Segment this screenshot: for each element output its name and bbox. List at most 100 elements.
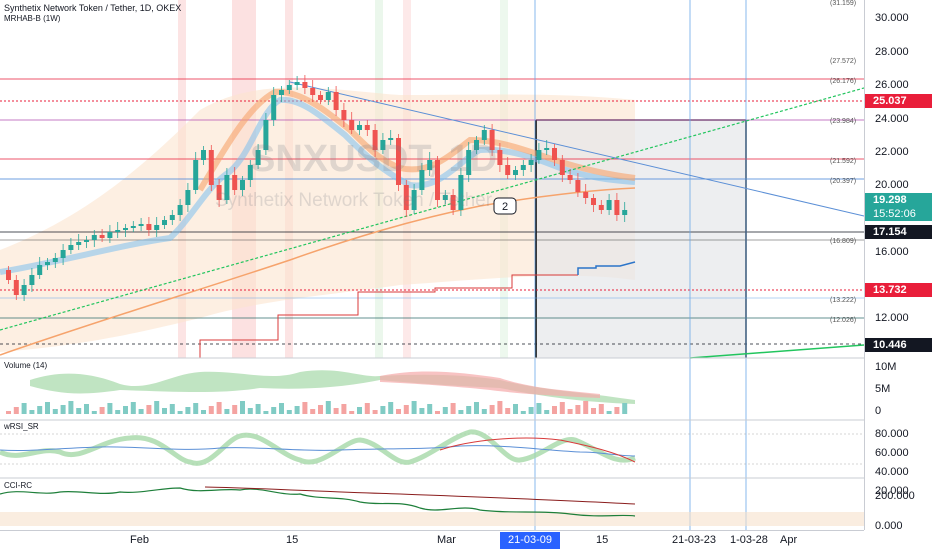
cci-line [0, 487, 636, 517]
volume-bar [240, 401, 245, 414]
volume-bar [91, 411, 97, 414]
volume-bar [185, 407, 191, 414]
candle-body [294, 82, 300, 85]
volume-bar [263, 411, 269, 414]
time-tag: 1-03-28 [730, 534, 768, 546]
time-label: Mar [437, 534, 456, 546]
chart-canvas[interactable]: 2 [0, 0, 864, 530]
moving-average-orange [0, 187, 636, 356]
candle-body [138, 224, 144, 226]
candle-body [442, 195, 448, 200]
cci-pane-label[interactable]: CCI-RC [4, 481, 32, 490]
candle-body [279, 90, 284, 95]
candle-body [333, 92, 339, 110]
volume-bar [497, 401, 503, 414]
volume-bar [115, 410, 121, 414]
candle-body [263, 120, 269, 150]
volume-bar [442, 407, 448, 414]
candle-body [169, 215, 175, 220]
fib-label: (31.159) [830, 0, 857, 7]
time-tag-selected: 21-03-09 [500, 532, 561, 549]
candle-body [91, 235, 97, 240]
volume-bar [193, 403, 199, 414]
indicator-legend[interactable]: MRHAB-B (1W) [4, 14, 61, 23]
volume-bar [13, 407, 19, 414]
volume-bar [279, 403, 284, 414]
candle-body [536, 150, 542, 160]
candle-body [286, 85, 292, 90]
chart-area[interactable]: 2 Synthetix Network Token / Tether, 1D, … [0, 0, 864, 530]
volume-bar [435, 411, 440, 414]
fib-label: (23.984) [830, 118, 857, 125]
candle-body [458, 175, 464, 210]
volume-bar [154, 401, 160, 414]
volume-bar [349, 411, 355, 414]
volume-bar [107, 403, 113, 414]
volume-oscillator-area [30, 370, 635, 404]
price-tick: 20.000 [875, 179, 909, 191]
volume-tick: 10M [875, 361, 897, 373]
fib-label: (16.809) [830, 238, 857, 245]
candle-body [193, 160, 199, 190]
candlestick-series [6, 75, 628, 301]
volume-pane-label[interactable]: Volume (14) [4, 361, 48, 370]
volume-bar [513, 404, 518, 414]
volume-bar [505, 408, 511, 414]
candle-body [224, 175, 230, 200]
volume-bar [622, 403, 628, 414]
time-axis[interactable]: Feb 15 Mar 15 Apr 21-03-09 21-03-23 1-03… [0, 530, 864, 551]
volume-bar [380, 406, 386, 414]
volume-bar [177, 411, 183, 414]
candle-body [427, 160, 433, 170]
volume-bar [232, 405, 238, 414]
volume-bar [123, 406, 128, 414]
volume-bar [37, 406, 43, 414]
volume-bar [60, 405, 66, 414]
candle-body [99, 235, 105, 238]
volume-bar [6, 411, 11, 414]
fib-label: (26.176) [830, 78, 857, 85]
volume-bar [520, 411, 526, 414]
candle-body [216, 185, 222, 200]
cci-tick: 200.000 [875, 490, 915, 502]
candle-body [45, 262, 50, 265]
candle-body [411, 190, 417, 210]
volume-bar [286, 410, 292, 414]
stepped-red-line [199, 274, 578, 358]
volume-bar [411, 401, 417, 414]
candle-body [372, 130, 378, 150]
time-label: 15 [596, 534, 609, 546]
price-tag-support: 13.732 [865, 283, 932, 297]
candle-body [123, 228, 128, 230]
price-axis[interactable]: 30.000 28.000 26.000 24.000 22.000 20.00… [864, 0, 932, 532]
candle-body [505, 165, 511, 175]
candle-body [271, 95, 277, 120]
candle-body [130, 226, 136, 228]
candle-body [435, 160, 440, 200]
volume-bar [271, 407, 277, 414]
candle-body [29, 275, 35, 285]
fib-label: (12.026) [830, 317, 857, 324]
candle-body [255, 150, 261, 165]
candle-body [622, 210, 628, 215]
volume-bar [552, 406, 557, 414]
candle-body [357, 125, 362, 130]
volume-bar [84, 404, 89, 414]
volume-bar [450, 403, 456, 414]
volume-bar [21, 403, 27, 414]
wrsi-tick: 80.000 [875, 428, 909, 440]
volume-oscillator-area [380, 371, 600, 398]
volume-bar [216, 402, 222, 414]
candle-body [396, 138, 401, 185]
moving-average-blue-band [0, 96, 636, 275]
price-tag-resistance: 25.037 [865, 94, 932, 108]
candle-body [364, 125, 370, 130]
time-tag: 21-03-23 [672, 534, 717, 546]
volume-bar [388, 402, 394, 414]
callout-box [493, 197, 517, 215]
chart-title: Synthetix Network Token / Tether, 1D, OK… [4, 3, 182, 13]
wrsi-tick: 60.000 [875, 447, 909, 459]
wrsi-pane-label[interactable]: wRSI_SR [4, 422, 39, 431]
volume-bar [45, 402, 50, 414]
price-tick: 30.000 [875, 12, 909, 24]
